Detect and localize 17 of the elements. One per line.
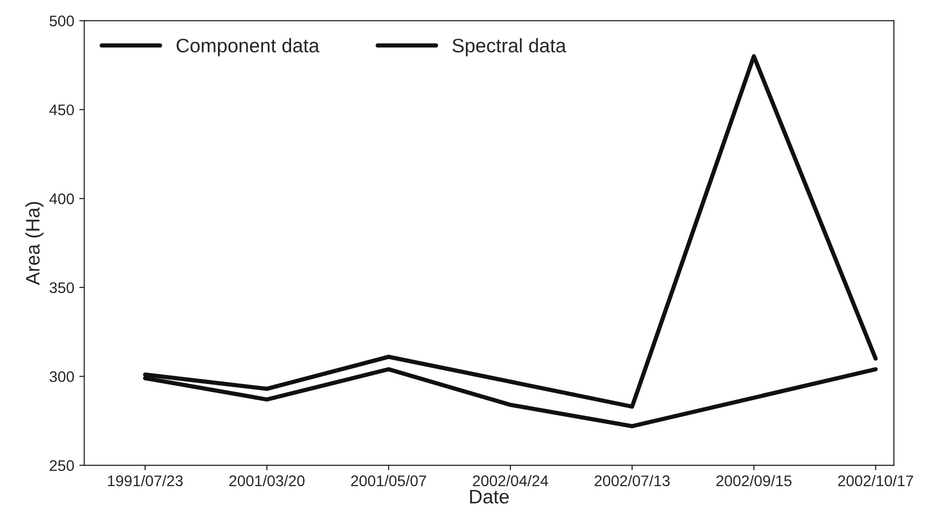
- y-axis-title: Area (Ha): [25, 202, 44, 286]
- y-tick-label: 400: [49, 193, 74, 204]
- x-tick-label: 1991/07/23: [108, 475, 183, 486]
- legend-label: Component data: [176, 38, 320, 56]
- y-tick-label: 250: [50, 460, 74, 471]
- x-axis-title: Date: [470, 490, 509, 504]
- x-tick-label: 2001/03/20: [229, 475, 305, 486]
- x-tick-label: 2002/10/17: [838, 475, 914, 486]
- y-tick-label: 350: [50, 282, 74, 294]
- x-tick-label: 2002/07/13: [594, 475, 670, 486]
- x-tick-label: 2002/04/24: [472, 475, 548, 486]
- x-tick-label: 2002/09/15: [716, 475, 792, 486]
- legend-label: Spectral data: [452, 38, 566, 56]
- y-tick-label: 500: [50, 16, 74, 26]
- y-tick-label: 300: [50, 371, 74, 382]
- x-tick-label: 2001/05/07: [351, 475, 426, 486]
- y-tick-label: 450: [49, 104, 74, 116]
